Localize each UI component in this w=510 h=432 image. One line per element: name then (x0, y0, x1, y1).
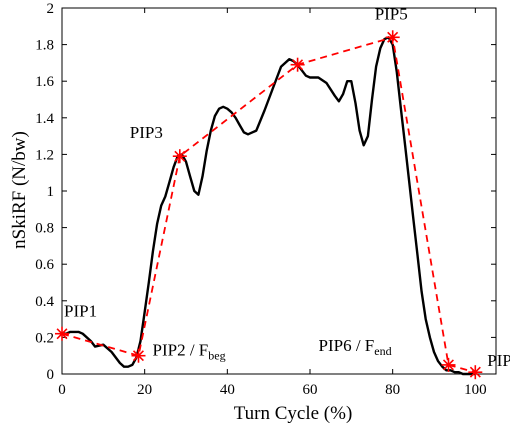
annotation-text: PIP2 / F (153, 341, 209, 360)
y-tick-label: 0.2 (35, 330, 54, 346)
series-curve-group (60, 36, 477, 376)
pip-marker (55, 326, 69, 341)
annotation-pip7: PIP7 (487, 351, 510, 370)
y-tick-label: 0.4 (35, 294, 54, 310)
y-tick-label: 0.8 (35, 221, 54, 237)
annotation-pip2: PIP2 / Fbeg (153, 341, 226, 363)
annotation-text: PIP6 / F (319, 336, 375, 355)
y-tick-label: 1.4 (35, 111, 54, 127)
pip-marker (131, 348, 146, 363)
annotation-subscript: end (374, 344, 391, 358)
annotation-pip3: PIP3 (130, 123, 163, 142)
y-tick-label: 1.8 (35, 38, 54, 54)
x-tick-label: 0 (58, 382, 66, 398)
pip-marker-stroke (442, 359, 454, 371)
pip-marker-stroke (132, 350, 144, 362)
pip-marker-stroke (387, 31, 399, 43)
y-tick-label: 1.6 (35, 74, 54, 90)
tick-group: 0 20 40 60 80 100 0 0.2 0.4 0.6 0.8 1 1.2 1.4 1.6 1.8 2 (35, 1, 496, 398)
pip-marker-stroke (174, 150, 186, 162)
annotation-text: PIP1 (64, 302, 97, 321)
annotation-text: PIP3 (130, 123, 163, 142)
x-tick-label: 100 (464, 382, 487, 398)
annotation-subscript: beg (208, 349, 225, 363)
pip-marker-stroke (56, 328, 68, 340)
x-tick-label: 60 (303, 382, 318, 398)
pip-marker (385, 30, 400, 45)
series-pip-group (55, 30, 483, 380)
axes (61, 7, 497, 375)
x-tick-label: 20 (137, 382, 152, 398)
annotation-text: PIP7 (487, 351, 510, 370)
x-tick-label: 40 (220, 382, 235, 398)
series-line-force (60, 36, 477, 376)
annotation-pip1: PIP1 (64, 302, 97, 321)
annotation-group: PIP1 PIP2 / Fbeg PIP3 PIP5 PIP6 / Fend PIP7 (64, 4, 510, 370)
y-axis-title: nSkiRF (N/bw) (9, 131, 30, 249)
pip-marker-stroke (469, 366, 481, 378)
y-tick-label: 2 (47, 1, 55, 17)
pip-marker (441, 357, 456, 372)
y-tick-label: 1 (47, 184, 55, 200)
pip-marker (172, 149, 187, 164)
annotation-pip5: PIP5 (375, 4, 408, 23)
pip-marker-stroke (292, 59, 304, 71)
pip-marker (290, 57, 305, 72)
annotation-text: PIP5 (375, 4, 408, 23)
annotation-pip6: PIP6 / Fend (319, 336, 392, 358)
x-tick-label: 80 (385, 382, 400, 398)
x-axis-title: Turn Cycle (%) (234, 403, 353, 424)
y-tick-label: 0.6 (35, 257, 54, 273)
pip-marker (468, 365, 483, 380)
series-line-pip (61, 36, 476, 374)
y-tick-label: 1.2 (35, 147, 54, 163)
plot-frame (61, 7, 497, 375)
y-tick-label: 0 (47, 367, 55, 383)
